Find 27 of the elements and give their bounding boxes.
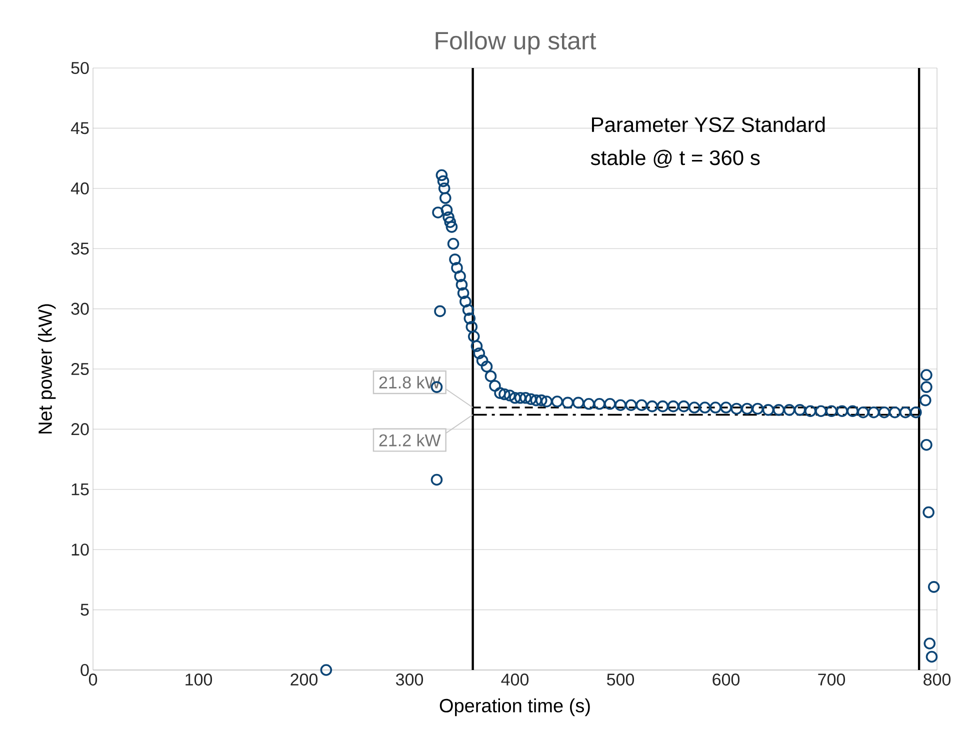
x-axis-title: Operation time (s) bbox=[440, 698, 590, 716]
y-tick-label: 0 bbox=[80, 664, 89, 676]
y-axis-title: Net power (kW) bbox=[38, 304, 56, 434]
y-tick-label: 10 bbox=[72, 544, 89, 556]
chart-title: Follow up start bbox=[436, 31, 596, 54]
y-tick-label: 50 bbox=[71, 62, 89, 74]
y-tick-label: 35 bbox=[71, 242, 89, 255]
x-tick-label: 0 bbox=[88, 674, 98, 686]
x-tick-label: 500 bbox=[606, 674, 634, 686]
x-tick-label: 700 bbox=[818, 674, 846, 686]
x-tick-label: 100 bbox=[186, 674, 212, 686]
y-tick-label: 15 bbox=[72, 483, 89, 496]
annotation: Parameter YSZ Standard bbox=[592, 116, 825, 132]
x-tick-label: 300 bbox=[396, 674, 424, 686]
x-tick-label: 200 bbox=[290, 674, 318, 686]
annotation: stable @ t = 360 s bbox=[590, 150, 760, 168]
y-tick-label: 45 bbox=[70, 122, 89, 134]
y-tick-label: 30 bbox=[71, 302, 89, 315]
y-tick-label: 20 bbox=[71, 423, 89, 436]
y-tick-label: 40 bbox=[70, 182, 89, 194]
ref-line-label: 21.8 kW bbox=[379, 376, 441, 388]
y-tick-label: 25 bbox=[71, 362, 89, 376]
x-tick-label: 400 bbox=[501, 674, 529, 686]
x-tick-label: 800 bbox=[924, 674, 951, 686]
y-tick-label: 5 bbox=[80, 604, 89, 616]
ref-line-label: 21.2 kW bbox=[379, 434, 441, 446]
x-tick-label: 600 bbox=[712, 674, 740, 686]
